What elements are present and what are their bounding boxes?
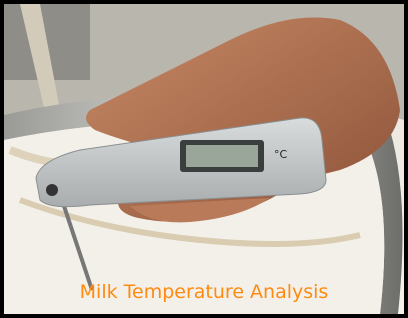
page: °C Milk Temperature Analysis (() => { co…	[0, 0, 408, 318]
caption: Milk Temperature Analysis	[80, 281, 329, 303]
thermometer-probe-hole	[46, 184, 58, 196]
photo: °C Milk Temperature Analysis	[0, 0, 408, 318]
display-unit: °C	[274, 148, 288, 161]
display-screen	[186, 145, 258, 167]
